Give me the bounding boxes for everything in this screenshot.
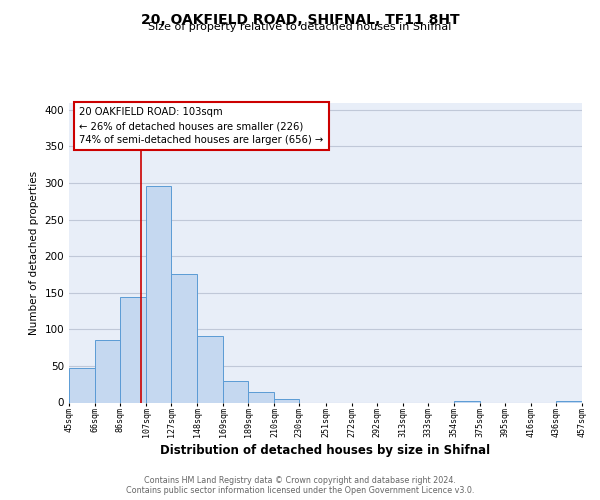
Bar xyxy=(454,401,480,402)
Text: 20 OAKFIELD ROAD: 103sqm
← 26% of detached houses are smaller (226)
74% of semi-: 20 OAKFIELD ROAD: 103sqm ← 26% of detach… xyxy=(79,107,323,145)
Bar xyxy=(274,399,299,402)
Text: 20, OAKFIELD ROAD, SHIFNAL, TF11 8HT: 20, OAKFIELD ROAD, SHIFNAL, TF11 8HT xyxy=(140,12,460,26)
Bar xyxy=(95,340,120,402)
Text: Size of property relative to detached houses in Shifnal: Size of property relative to detached ho… xyxy=(148,22,452,32)
Bar xyxy=(197,336,223,402)
Y-axis label: Number of detached properties: Number of detached properties xyxy=(29,170,39,334)
Bar xyxy=(120,297,146,403)
Bar xyxy=(69,368,95,402)
Bar xyxy=(223,380,248,402)
Bar xyxy=(556,401,582,402)
Bar xyxy=(146,186,171,402)
Bar xyxy=(171,274,197,402)
Bar xyxy=(248,392,274,402)
Text: Contains HM Land Registry data © Crown copyright and database right 2024.: Contains HM Land Registry data © Crown c… xyxy=(144,476,456,485)
X-axis label: Distribution of detached houses by size in Shifnal: Distribution of detached houses by size … xyxy=(160,444,491,456)
Text: Contains public sector information licensed under the Open Government Licence v3: Contains public sector information licen… xyxy=(126,486,474,495)
